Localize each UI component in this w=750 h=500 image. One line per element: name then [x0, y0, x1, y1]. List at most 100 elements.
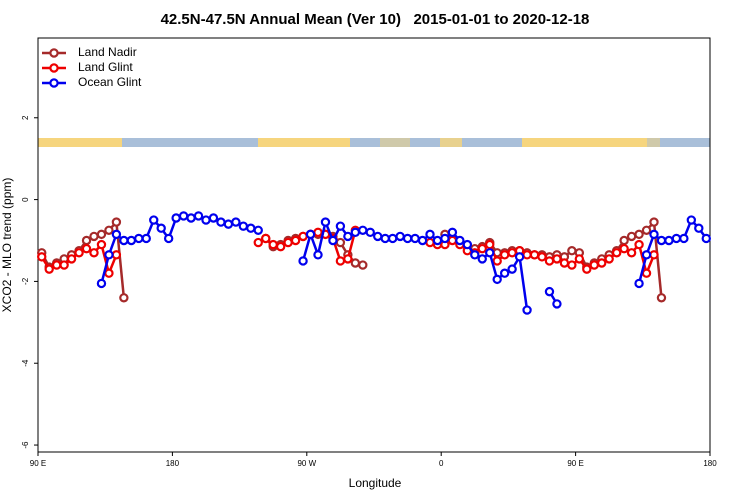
plot-frame — [37, 37, 711, 453]
x-tick-label: 90 W — [297, 459, 316, 468]
data-point — [358, 260, 368, 270]
legend-marker — [49, 78, 59, 88]
data-point — [335, 221, 346, 231]
data-point — [701, 233, 711, 244]
data-point — [81, 243, 92, 254]
data-point — [619, 235, 629, 246]
data-point — [455, 235, 465, 246]
data-point — [89, 231, 99, 242]
data-point — [119, 235, 129, 246]
data-point — [193, 211, 204, 221]
data-point — [208, 213, 219, 223]
data-point — [402, 233, 413, 244]
data-point — [499, 250, 510, 260]
data-point — [671, 233, 682, 244]
data-point — [335, 256, 346, 266]
data-point — [656, 293, 667, 303]
y-tick-label: -2 — [21, 277, 30, 285]
data-point — [634, 278, 644, 289]
data-point — [320, 217, 331, 227]
data-point — [111, 229, 122, 240]
data-point — [253, 237, 263, 248]
data-point — [89, 248, 99, 258]
data-point — [335, 237, 346, 248]
data-point — [544, 286, 555, 297]
data-point — [395, 231, 405, 242]
data-point — [477, 254, 487, 264]
data-point — [432, 235, 443, 246]
data-point — [343, 231, 353, 242]
data-point — [544, 256, 555, 266]
legend-marker — [49, 48, 59, 58]
y-tick-label: -4 — [21, 359, 30, 367]
data-point — [111, 217, 122, 227]
data-point — [156, 223, 166, 233]
chart-title: 42.5N-47.5N Annual Mean (Ver 10) 2015-01… — [161, 11, 590, 28]
data-point — [387, 233, 398, 244]
data-point — [641, 250, 652, 260]
data-point — [96, 229, 107, 240]
x-axis-label: Longitude — [349, 476, 402, 490]
data-point — [343, 254, 353, 264]
data-point — [81, 235, 92, 246]
data-point — [649, 217, 659, 227]
data-point — [283, 237, 293, 248]
data-point — [470, 250, 480, 260]
data-point — [574, 254, 585, 264]
data-point — [694, 223, 704, 233]
data-point — [246, 223, 256, 233]
data-point — [37, 252, 47, 262]
data-point — [51, 260, 62, 270]
data-point — [522, 305, 532, 315]
data-point — [597, 258, 607, 268]
data-point — [268, 239, 278, 250]
data-point — [290, 235, 301, 246]
data-point — [634, 239, 644, 250]
data-point — [149, 215, 159, 225]
data-point — [664, 235, 674, 246]
data-point — [559, 258, 570, 268]
data-point — [74, 248, 84, 258]
data-point — [201, 215, 211, 225]
data-point — [253, 225, 263, 235]
data-point — [552, 299, 562, 309]
data-point — [522, 250, 532, 260]
y-tick-label: -6 — [21, 441, 30, 449]
data-point — [604, 254, 614, 264]
data-point — [626, 231, 637, 242]
data-point — [619, 243, 629, 254]
data-point — [641, 268, 652, 278]
data-point — [529, 250, 540, 260]
data-point — [507, 248, 517, 258]
data-point — [126, 235, 137, 246]
data-point — [231, 217, 241, 227]
y-tick-label: 0 — [21, 197, 30, 202]
legend-label: Land Nadir — [78, 45, 137, 59]
data-point — [261, 233, 271, 244]
data-point — [425, 237, 435, 248]
data-point — [298, 256, 308, 266]
data-point — [589, 260, 599, 270]
data-point — [649, 250, 659, 260]
data-point — [134, 233, 144, 244]
data-point — [634, 229, 644, 240]
legend-marker — [49, 63, 59, 73]
data-point — [313, 227, 323, 238]
data-point — [373, 231, 383, 242]
data-point — [216, 217, 226, 227]
data-point — [656, 235, 667, 246]
data-point — [104, 225, 114, 235]
data-point — [104, 250, 114, 260]
data-point — [111, 250, 122, 260]
data-point — [305, 229, 316, 240]
data-point — [485, 248, 495, 258]
data-point — [626, 248, 637, 258]
y-tick-label: 2 — [21, 115, 30, 120]
data-point — [492, 274, 502, 285]
data-point — [365, 227, 375, 238]
data-point — [171, 213, 181, 223]
data-point — [611, 248, 622, 258]
data-point — [328, 235, 338, 246]
